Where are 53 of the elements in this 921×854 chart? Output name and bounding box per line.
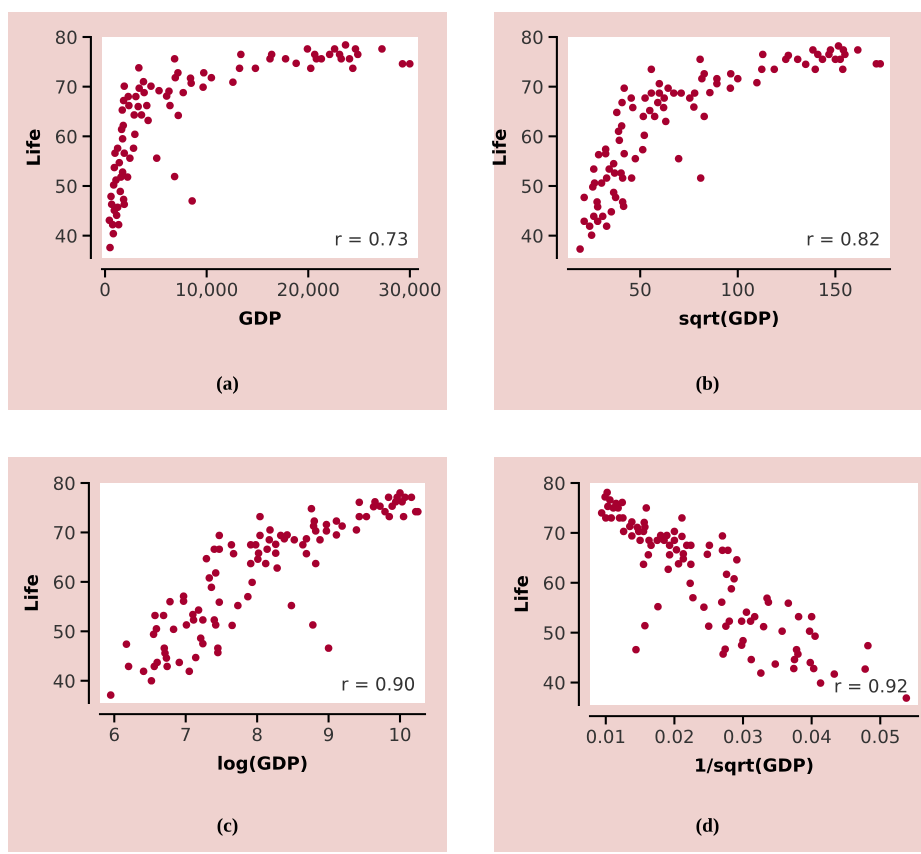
text: (c) bbox=[218, 818, 238, 836]
y-tick-label: 50 bbox=[56, 179, 76, 194]
x-tick-label: 0.01 bbox=[586, 730, 624, 744]
y-tick-label: 60 bbox=[54, 575, 74, 589]
x-axis-title: log(GDP) bbox=[218, 756, 306, 774]
y-tick-label: 40 bbox=[522, 229, 542, 243]
x-tick-label: 20,000 bbox=[278, 282, 339, 298]
x-tick-label: 0.02 bbox=[655, 730, 693, 744]
text: (a) bbox=[217, 376, 238, 394]
annotation: r = 0.92 bbox=[836, 678, 906, 693]
y-tick-label: 40 bbox=[54, 674, 74, 688]
x-tick-label: 150 bbox=[820, 282, 852, 296]
x-tick-label: 0 bbox=[100, 282, 110, 296]
x-tick-label: 30,000 bbox=[380, 282, 440, 298]
x-tick-label: 0.03 bbox=[724, 730, 762, 744]
x-tick-label: 0.04 bbox=[792, 730, 831, 744]
y-tick-label: 50 bbox=[54, 624, 74, 638]
x-tick-label: 9 bbox=[324, 728, 334, 742]
y-tick-label: 70 bbox=[544, 526, 564, 540]
y-tick-label: 80 bbox=[54, 476, 74, 490]
y-tick-label: 70 bbox=[54, 526, 74, 540]
x-tick-label: 10 bbox=[390, 728, 410, 742]
x-axis-title: sqrt(GDP) bbox=[680, 310, 778, 328]
y-tick-label: 60 bbox=[56, 130, 76, 144]
y-axis-title: Life bbox=[514, 576, 528, 612]
y-tick-label: 40 bbox=[56, 229, 76, 243]
y-tick-label: 80 bbox=[544, 476, 564, 490]
y-tick-label: 50 bbox=[544, 626, 564, 640]
text: (b) bbox=[696, 376, 719, 394]
y-tick-label: 50 bbox=[522, 179, 542, 194]
y-axis-title: Life bbox=[24, 574, 38, 610]
x-tick-label: 100 bbox=[722, 282, 754, 296]
x-tick-label: 50 bbox=[630, 282, 650, 296]
x-axis-title: GDP bbox=[239, 311, 281, 325]
x-tick-label: 0.05 bbox=[861, 730, 899, 744]
annotation: r = 0.82 bbox=[808, 232, 879, 246]
text: (d) bbox=[696, 818, 719, 836]
x-axis-title: 1/sqrt(GDP) bbox=[696, 758, 812, 776]
y-tick-label: 70 bbox=[56, 80, 76, 94]
y-tick-label: 80 bbox=[56, 30, 76, 44]
y-tick-label: 60 bbox=[522, 130, 542, 144]
y-tick-label: 60 bbox=[544, 576, 564, 590]
annotation: r = 0.90 bbox=[342, 677, 414, 691]
x-tick-label: 6 bbox=[110, 728, 119, 742]
y-axis-title: Life bbox=[26, 129, 40, 165]
x-tick-label: 8 bbox=[252, 728, 262, 742]
x-tick-label: 10,000 bbox=[177, 282, 238, 298]
annotation: r = 0.73 bbox=[336, 232, 408, 246]
y-tick-label: 70 bbox=[522, 80, 542, 94]
y-axis-title: Life bbox=[492, 129, 506, 165]
y-tick-label: 80 bbox=[522, 30, 542, 44]
y-tick-label: 40 bbox=[544, 676, 564, 690]
x-tick-label: 7 bbox=[181, 728, 190, 742]
